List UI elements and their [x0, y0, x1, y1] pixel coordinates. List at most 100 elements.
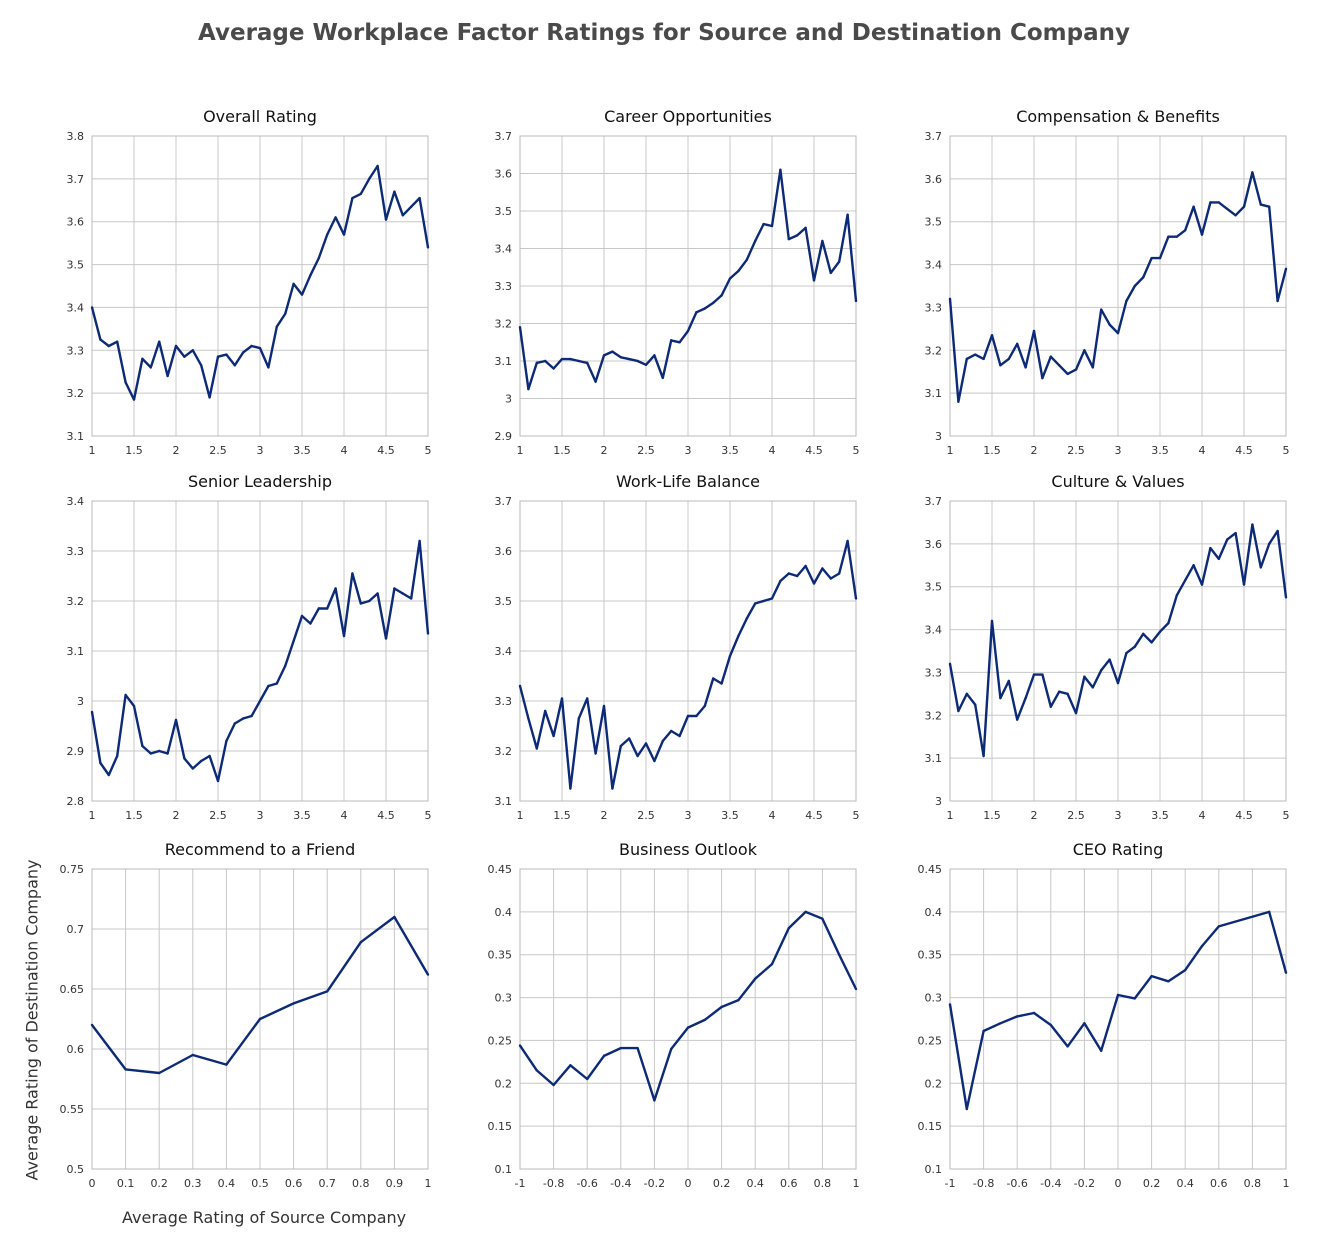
- data-point: [1116, 993, 1120, 997]
- plot-frame: [949, 500, 1287, 802]
- data-point: [737, 269, 740, 273]
- y-tick-label: 3.3: [925, 666, 943, 679]
- x-tick-label: 4.5: [805, 444, 823, 457]
- x-tick-label: 0.8: [352, 1177, 370, 1190]
- chart-title: Recommend to a Friend: [165, 840, 355, 859]
- data-point: [569, 357, 572, 361]
- x-tick-label: 1: [89, 809, 96, 822]
- data-point: [124, 693, 127, 697]
- data-point: [99, 761, 102, 765]
- x-tick-label: 0.7: [318, 1177, 336, 1190]
- x-tick-label: 5: [853, 444, 860, 457]
- plot-frame: [949, 868, 1287, 1170]
- data-point: [1234, 531, 1237, 535]
- data-point: [1200, 233, 1204, 236]
- data-point: [1234, 214, 1237, 217]
- data-point: [1091, 366, 1094, 369]
- data-point: [712, 677, 715, 680]
- data-point: [1108, 323, 1111, 326]
- data-point: [284, 664, 287, 668]
- data-point: [829, 271, 832, 275]
- data-point: [1032, 329, 1036, 333]
- data-point: [216, 355, 220, 358]
- data-point: [359, 941, 362, 944]
- x-tick-label: 3.5: [1151, 809, 1169, 822]
- data-point: [141, 744, 144, 748]
- data-point: [527, 387, 530, 391]
- plot-frame: [91, 135, 429, 437]
- data-point: [535, 747, 538, 750]
- data-point: [787, 572, 790, 575]
- x-axis-title: Average Rating of Source Company: [122, 1208, 407, 1227]
- data-point: [661, 739, 664, 743]
- x-tick-label: 5: [425, 444, 432, 457]
- x-tick-label: 2: [1031, 809, 1038, 822]
- data-point: [611, 350, 614, 353]
- data-point: [359, 192, 362, 196]
- data-point: [1184, 229, 1187, 232]
- data-point: [1100, 308, 1103, 311]
- y-tick-label: 3.3: [495, 280, 513, 293]
- data-point: [619, 1046, 622, 1050]
- data-point: [267, 366, 270, 369]
- data-point: [418, 196, 421, 200]
- data-point: [1242, 583, 1246, 586]
- y-tick-label: 3.7: [925, 130, 943, 143]
- data-point: [787, 926, 790, 930]
- data-point: [107, 344, 111, 348]
- x-tick-label: 0.3: [184, 1177, 202, 1190]
- data-point: [560, 357, 564, 361]
- data-point: [821, 239, 824, 243]
- data-point: [250, 344, 253, 348]
- data-point: [174, 718, 178, 722]
- data-point: [602, 354, 606, 357]
- y-tick-label: 3.3: [495, 695, 513, 708]
- data-point: [1091, 686, 1094, 689]
- y-tick-label: 0.55: [60, 1103, 85, 1116]
- data-point: [762, 599, 765, 603]
- data-point: [1125, 299, 1128, 303]
- data-point: [999, 696, 1002, 700]
- y-tick-label: 0.35: [918, 949, 943, 962]
- x-tick-label: 1: [1283, 1177, 1290, 1190]
- y-tick-label: 3: [935, 795, 942, 808]
- y-tick-label: 3.3: [67, 545, 85, 558]
- data-point: [535, 1069, 538, 1072]
- data-point: [602, 1054, 606, 1058]
- data-point: [292, 1002, 295, 1005]
- x-tick-label: 0.2: [713, 1177, 731, 1190]
- data-point: [628, 357, 631, 361]
- data-point: [174, 344, 178, 348]
- data-point: [686, 329, 690, 333]
- data-point: [577, 359, 580, 363]
- data-point: [678, 734, 681, 738]
- chart-title: Career Opportunities: [604, 107, 772, 126]
- chart-title: Overall Rating: [203, 107, 317, 126]
- data-point: [426, 632, 430, 635]
- data-point: [393, 915, 396, 919]
- x-tick-label: 0.6: [1210, 1177, 1228, 1190]
- data-point: [1133, 997, 1136, 1000]
- y-tick-label: 0.25: [918, 1034, 943, 1047]
- data-point: [1066, 372, 1069, 376]
- x-tick-label: 1: [853, 1177, 860, 1190]
- data-point: [1116, 681, 1120, 685]
- data-point: [1108, 658, 1111, 661]
- y-tick-label: 3.4: [925, 624, 943, 637]
- x-tick-label: 3.5: [721, 444, 739, 457]
- data-point: [132, 704, 136, 708]
- data-point: [754, 602, 757, 605]
- y-tick-label: 0.65: [60, 983, 85, 996]
- y-tick-label: 3: [77, 695, 84, 708]
- y-tick-label: 3.2: [495, 745, 513, 758]
- data-point: [661, 376, 664, 380]
- data-point: [258, 699, 262, 703]
- data-point: [974, 353, 977, 356]
- data-point: [787, 237, 790, 241]
- data-point: [1284, 267, 1288, 271]
- x-tick-label: 1: [517, 809, 524, 822]
- x-tick-label: -0.6: [576, 1177, 597, 1190]
- data-point: [644, 742, 648, 745]
- x-tick-label: 0.2: [1143, 1177, 1161, 1190]
- data-point: [552, 1083, 555, 1087]
